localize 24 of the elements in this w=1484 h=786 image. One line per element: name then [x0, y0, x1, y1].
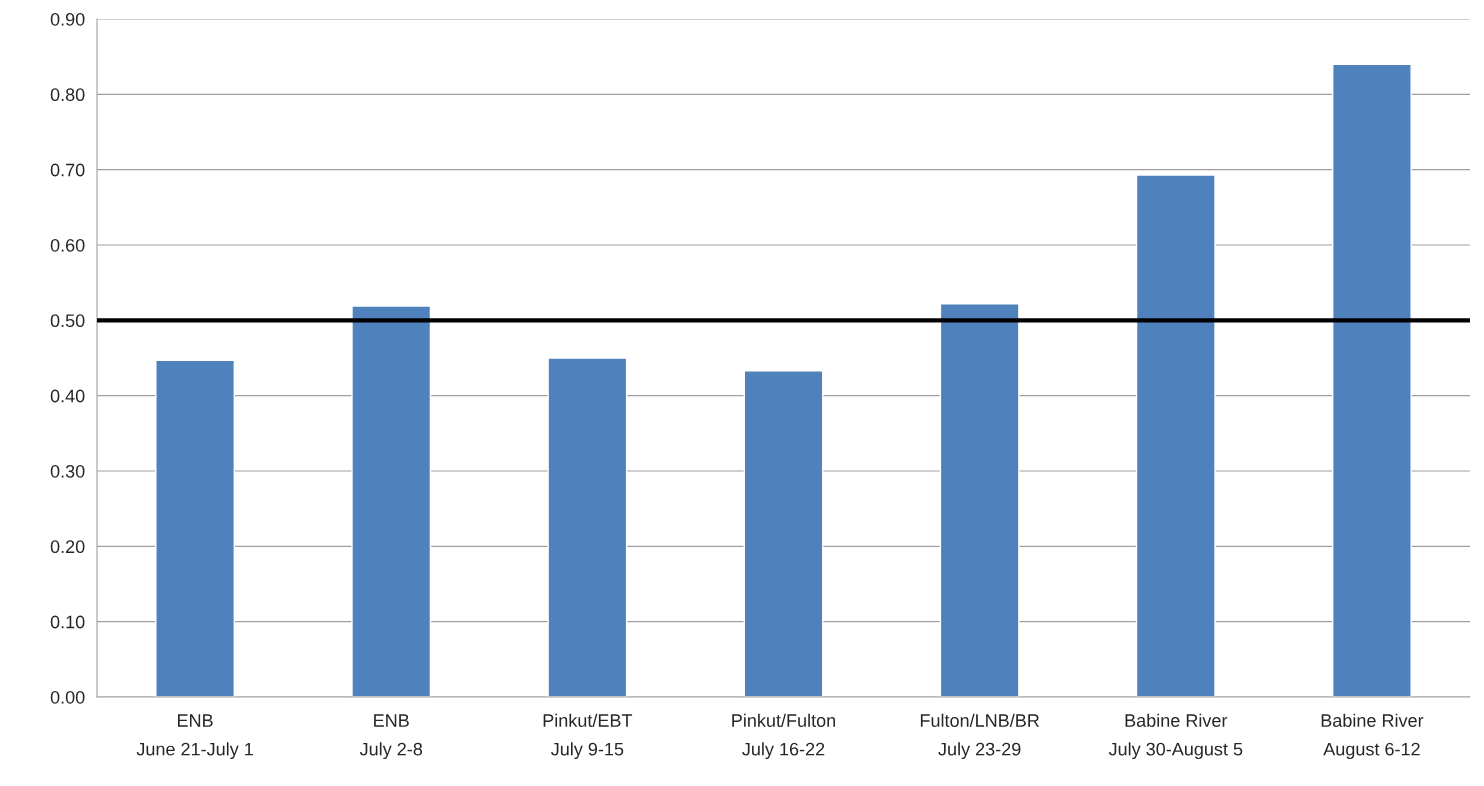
x-tick-label: Pinkut/EBT July 9-15: [543, 713, 633, 760]
y-tick-label: 0.80: [50, 88, 85, 102]
bar: [547, 357, 628, 697]
y-tick-label: 0.30: [50, 464, 85, 478]
bar: [939, 303, 1020, 697]
bar: [1135, 174, 1216, 697]
x-tick-label: ENB June 21-July 1: [136, 714, 253, 760]
y-tick-label: 0.10: [50, 615, 85, 629]
x-tick-label: Babine River August 6-12: [1321, 713, 1424, 760]
x-tick-label: ENB July 2-8: [359, 714, 423, 760]
y-tick-label: 0.70: [50, 163, 85, 177]
y-tick-label: 0.50: [50, 314, 85, 328]
bar: [1332, 63, 1412, 697]
bar: [155, 359, 235, 697]
x-tick-label: Babine River July 30-August 5: [1108, 713, 1243, 760]
y-tick-label: 0.00: [50, 690, 85, 704]
y-tick-label: 0.60: [50, 238, 85, 252]
y-tick-label: 0.90: [50, 12, 85, 26]
x-tick-label: Fulton/LNB/BR July 23-29: [920, 713, 1040, 760]
y-tick-label: 0.40: [50, 389, 85, 403]
bar: [351, 305, 432, 697]
y-tick-label: 0.20: [50, 540, 85, 554]
bar: [743, 370, 824, 697]
x-tick-label: Pinkut/Fulton July 16-22: [732, 713, 836, 760]
